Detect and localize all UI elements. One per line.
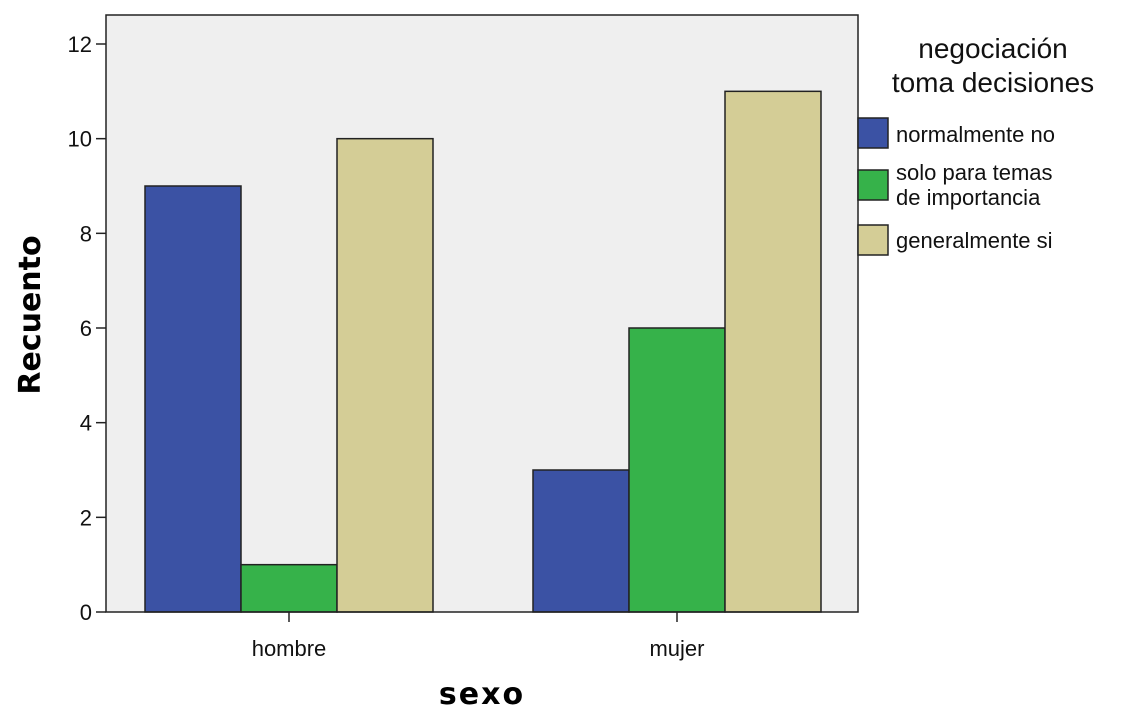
bar: [724, 90, 822, 613]
y-tick-label: 0: [80, 600, 92, 625]
y-tick-label: 6: [80, 316, 92, 341]
y-tick-label: 4: [80, 411, 92, 436]
x-axis-title: sexo: [439, 677, 525, 712]
legend-title: negociación toma decisiones: [892, 33, 1094, 98]
x-tick-label: hombre: [252, 636, 327, 661]
legend-label: solo para temas de importancia: [896, 160, 1053, 210]
legend-swatch: [857, 117, 889, 149]
bars: [144, 90, 822, 613]
y-tick-label: 12: [68, 32, 92, 57]
y-tick-label: 2: [80, 505, 92, 530]
x-tick-label: mujer: [649, 636, 704, 661]
legend-title-line: toma decisiones: [892, 67, 1094, 98]
y-tick-label: 10: [68, 127, 92, 152]
x-axis: hombre mujer: [252, 612, 705, 661]
y-axis-title: Recuento: [13, 235, 48, 394]
y-axis: 0 2 4 6 8 10 12: [68, 32, 106, 625]
legend-swatch: [857, 169, 889, 201]
legend-label: normalmente no: [896, 122, 1055, 147]
y-tick-label: 8: [80, 221, 92, 246]
bar: [144, 185, 242, 613]
legend-label: generalmente si: [896, 228, 1053, 253]
plot-frame: [105, 14, 859, 613]
legend-title-line: negociación: [918, 33, 1067, 64]
bar: [532, 469, 630, 613]
bar: [336, 137, 434, 613]
bar: [628, 327, 726, 613]
legend: negociación toma decisiones normalmente no…: [857, 33, 1094, 256]
bar: [240, 563, 338, 613]
legend-swatch: [857, 224, 889, 256]
